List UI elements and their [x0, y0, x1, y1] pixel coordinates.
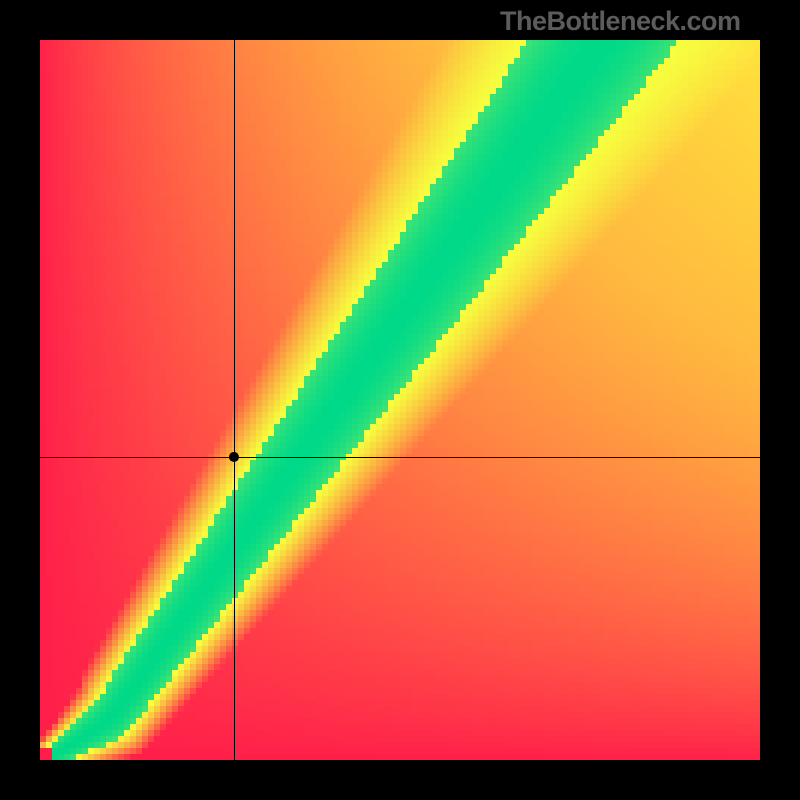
frame-right — [760, 0, 800, 800]
frame-bottom — [0, 760, 800, 800]
watermark-text: TheBottleneck.com — [500, 6, 741, 37]
bottleneck-heatmap — [0, 0, 800, 800]
frame-left — [0, 0, 40, 800]
